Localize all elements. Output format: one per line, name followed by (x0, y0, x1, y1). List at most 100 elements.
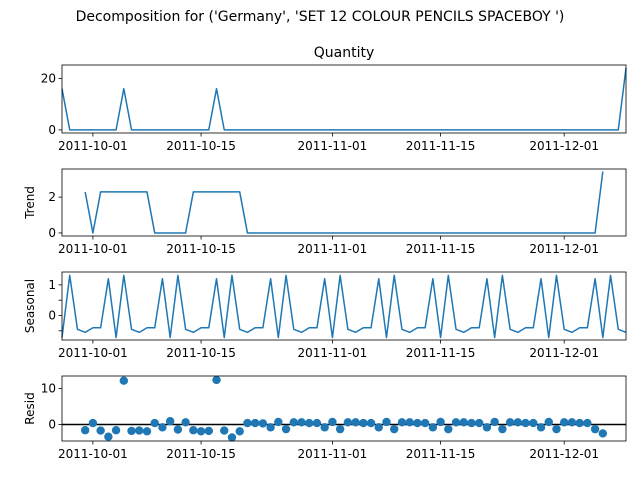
resid-point (335, 424, 345, 434)
seasonal-axes-frame (61, 271, 627, 341)
resid-point (552, 424, 561, 434)
resid-point (575, 418, 584, 428)
resid-point (127, 426, 136, 436)
resid-point (505, 418, 515, 427)
resid-point (135, 426, 144, 435)
resid-point (521, 418, 530, 428)
resid-panel: 2011-10-01 2011-10-15 2011-11-01 2011-11-15… (23, 375, 627, 461)
resid-point (220, 426, 229, 435)
resid-point (351, 418, 360, 427)
resid-point (212, 375, 221, 385)
quantity-panel: 2011-10-01 2011-10-15 2011-11-01 2011-11-15… (41, 45, 627, 153)
resid-point (359, 418, 368, 428)
resid-point (281, 424, 291, 434)
resid-point (420, 418, 430, 428)
resid-point (366, 418, 376, 428)
resid-point (258, 419, 268, 428)
resid-point (227, 433, 237, 442)
resid-point (88, 418, 98, 428)
trend-y-tick-label: 2 (48, 190, 56, 204)
resid-point (266, 423, 275, 432)
quantity-x-tick-label: 2011-11-15 (406, 139, 476, 153)
seasonal-x-tick-label: 2011-11-15 (406, 346, 476, 360)
resid-point (204, 426, 213, 436)
resid-point (235, 427, 244, 436)
resid-point (559, 418, 569, 427)
resid-point (320, 423, 329, 432)
quantity-series-line (61, 67, 627, 131)
resid-point (382, 417, 391, 427)
trend-x-tick-label: 2011-10-01 (58, 242, 128, 256)
resid-point (451, 418, 461, 427)
resid-point (243, 418, 252, 428)
resid-axes-frame (61, 375, 627, 442)
quantity-x-tick-label: 2011-12-01 (529, 139, 599, 153)
resid-point (250, 418, 260, 428)
resid-point (274, 417, 283, 427)
resid-point (111, 426, 121, 435)
quantity-x-tick-label: 2011-10-01 (58, 139, 128, 153)
resid-y-axis-label: Resid (23, 392, 37, 424)
resid-point (583, 418, 592, 428)
trend-x-tick-label: 2011-10-15 (166, 242, 236, 256)
panels: 2011-10-01 2011-10-15 2011-11-01 2011-11-15… (23, 45, 627, 461)
trend-y-tick-label: 0 (48, 226, 56, 240)
seasonal-y-tick-label: 1 (48, 278, 56, 292)
resid-point (467, 418, 476, 428)
trend-panel: 2011-10-01 2011-10-15 2011-11-01 2011-11-15… (23, 168, 627, 256)
resid-x-tick-label: 2011-10-01 (58, 447, 128, 461)
quantity-title: Quantity (314, 45, 375, 61)
seasonal-y-tick-label: 0 (48, 308, 56, 322)
resid-point (459, 418, 468, 427)
resid-point (482, 423, 492, 432)
seasonal-y-axis-label: Seasonal (23, 279, 37, 333)
resid-point (567, 418, 577, 427)
resid-point (173, 425, 183, 434)
seasonal-x-tick-label: 2011-11-01 (298, 346, 368, 360)
resid-point (498, 424, 507, 434)
resid-y-tick-label: 0 (48, 417, 56, 431)
resid-point (598, 429, 608, 438)
trend-x-tick-label: 2011-12-01 (529, 242, 599, 256)
trend-x-tick-label: 2011-11-01 (298, 242, 368, 256)
resid-point (428, 423, 438, 432)
figure-title: Decomposition for ('Germany', 'SET 12 CO… (76, 9, 565, 25)
resid-point (590, 424, 600, 434)
resid-point (436, 417, 445, 427)
resid-point (165, 417, 175, 426)
seasonal-x-tick-label: 2011-10-01 (58, 346, 128, 360)
resid-x-tick-label: 2011-11-15 (406, 447, 476, 461)
resid-x-tick-label: 2011-10-15 (166, 447, 236, 461)
seasonal-panel: 2011-10-01 2011-10-15 2011-11-01 2011-11-15… (23, 271, 627, 360)
quantity-y-tick-label: 0 (48, 123, 56, 137)
trend-series-line (84, 171, 604, 234)
resid-point (104, 432, 113, 441)
resid-point (397, 418, 407, 427)
seasonal-series-line (61, 274, 627, 339)
quantity-x-tick-label: 2011-11-01 (298, 139, 368, 153)
resid-point (475, 418, 484, 428)
resid-point (328, 417, 337, 427)
quantity-x-tick-label: 2011-10-15 (166, 139, 236, 153)
resid-point (80, 426, 90, 435)
resid-point (490, 417, 499, 427)
trend-axes-frame (61, 168, 627, 237)
resid-point (158, 423, 167, 432)
trend-x-tick-label: 2011-11-15 (406, 242, 476, 256)
resid-point (529, 418, 538, 428)
seasonal-x-tick-label: 2011-12-01 (529, 346, 599, 360)
resid-point (444, 424, 453, 434)
resid-x-tick-label: 2011-11-01 (298, 447, 368, 461)
resid-point (390, 424, 399, 434)
resid-point (544, 417, 553, 427)
resid-point (289, 418, 298, 427)
resid-point (119, 376, 129, 385)
resid-point (536, 423, 546, 432)
resid-point (343, 418, 353, 427)
resid-point (96, 426, 105, 435)
resid-y-tick-label: 10 (41, 382, 56, 396)
resid-point (513, 418, 523, 427)
resid-point (297, 418, 306, 427)
resid-point (413, 418, 422, 428)
